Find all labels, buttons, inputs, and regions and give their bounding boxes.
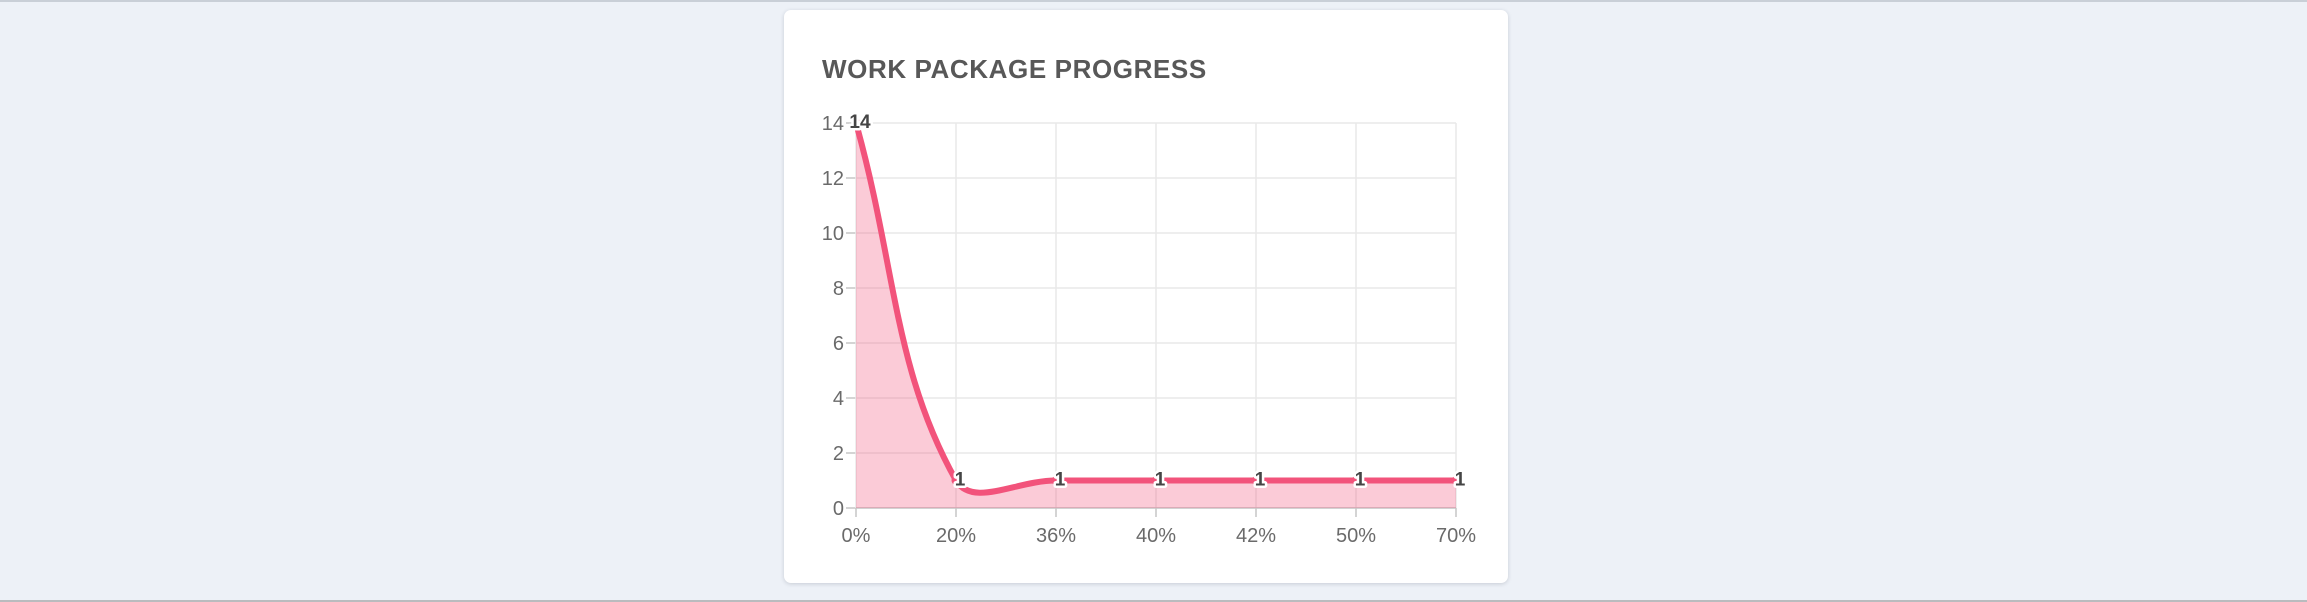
data-point-label: 1 xyxy=(1255,470,1266,491)
window-bottom-edge xyxy=(0,600,2307,602)
data-point-label: 1 xyxy=(1155,470,1166,491)
data-point[interactable] xyxy=(1351,476,1361,485)
y-axis-tick-label: 8 xyxy=(833,278,844,300)
y-axis-tick-label: 12 xyxy=(822,168,844,190)
y-axis-tick-label: 2 xyxy=(833,443,844,465)
chart-title: WORK PACKAGE PROGRESS xyxy=(822,54,1207,84)
data-point[interactable] xyxy=(851,118,861,128)
series-line xyxy=(853,120,1459,496)
y-axis-tick-label: 4 xyxy=(833,388,844,410)
y-axis-tick-label: 14 xyxy=(822,113,844,135)
data-point[interactable] xyxy=(1451,476,1461,485)
x-axis-tick-label: 42% xyxy=(1236,525,1276,547)
x-axis-tick-label: 20% xyxy=(936,525,976,547)
x-axis-tick-label: 50% xyxy=(1336,525,1376,547)
x-axis-tick-label: 40% xyxy=(1136,525,1176,547)
y-axis-tick-label: 10 xyxy=(822,223,844,245)
work-package-progress-card: 0 2 4 6 8 10 12 14 0% 20% 36% 40% 42% 50% 70% 14 1 1 1 1 1 1 … xyxy=(784,10,1508,583)
x-axis-tick-label: 0% xyxy=(842,525,871,547)
y-axis-tick-label: 6 xyxy=(833,333,844,355)
x-axis-tick-label: 70% xyxy=(1436,525,1476,547)
x-axis-tick-label: 36% xyxy=(1036,525,1076,547)
y-axis-tick-label: 0 xyxy=(833,498,844,520)
window-top-edge xyxy=(0,0,2307,2)
data-point-label: 1 xyxy=(1455,470,1466,491)
data-point-label: 1 xyxy=(1055,470,1066,491)
work-package-progress-chart[interactable]: 0 2 4 6 8 10 12 14 0% 20% 36% 40% 42% 50% 70% 14 1 1 1 1 1 1 xyxy=(784,10,1508,583)
data-point[interactable] xyxy=(1051,476,1061,485)
data-point-label: 1 xyxy=(1355,470,1366,491)
series-area-fill xyxy=(856,123,1456,508)
data-point[interactable] xyxy=(1251,476,1261,485)
data-point-label: 1 xyxy=(955,470,966,491)
data-point[interactable] xyxy=(1151,476,1161,485)
data-point-label: 14 xyxy=(849,112,871,133)
data-point[interactable] xyxy=(951,476,961,485)
